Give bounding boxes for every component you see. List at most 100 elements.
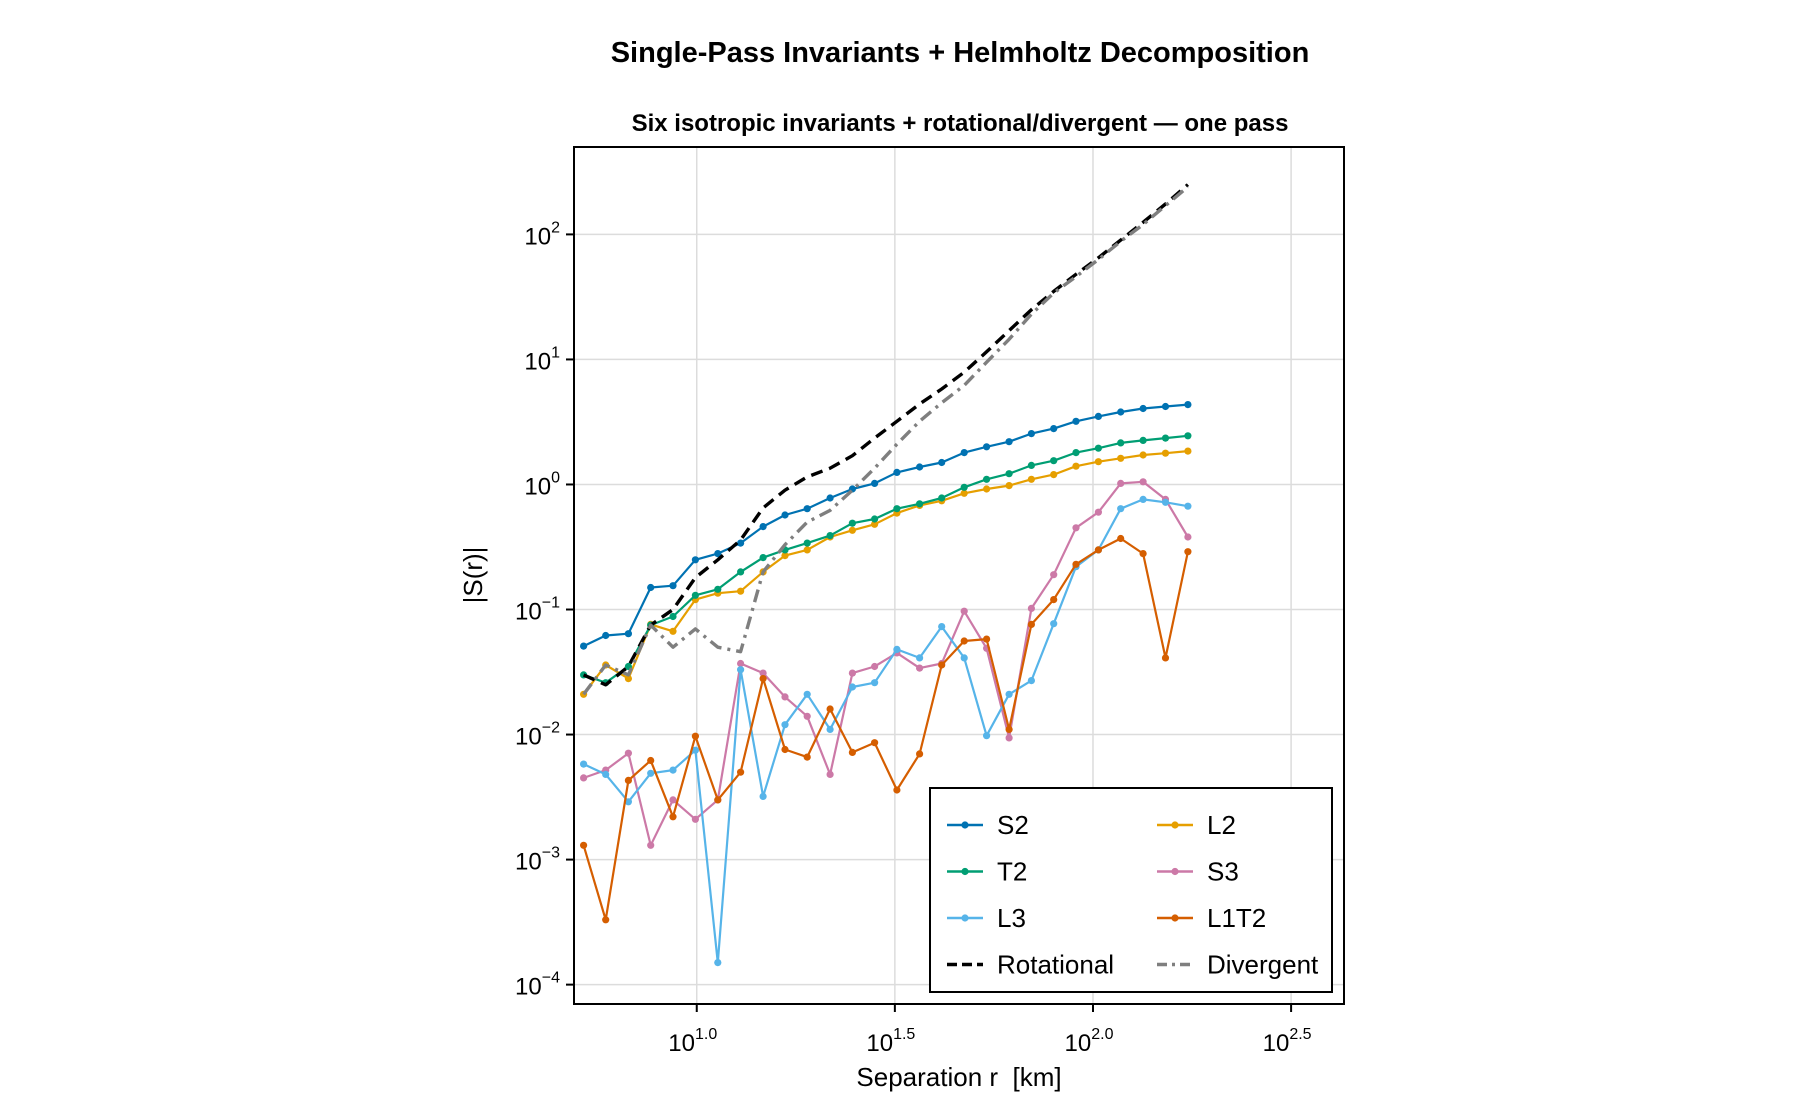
data-point-l3	[871, 679, 879, 687]
data-point-s3	[624, 749, 633, 757]
data-point-t2	[714, 585, 722, 593]
y-tick-label: 10−4	[515, 970, 560, 1001]
data-point-s2	[1072, 417, 1080, 425]
x-tick-label: 101.0	[668, 1026, 717, 1057]
data-point-l2	[848, 526, 857, 534]
y-tick-label: 102	[524, 219, 560, 250]
series-line-l2	[582, 450, 1189, 695]
data-point-l1t2	[803, 753, 811, 761]
data-point-s3	[580, 774, 588, 782]
series-s2	[580, 401, 1192, 650]
data-point-l1t2	[1027, 620, 1035, 629]
data-point-l2	[1094, 458, 1102, 466]
data-point-t2	[938, 494, 946, 502]
data-point-s2	[1161, 402, 1170, 411]
data-point-l3	[1050, 620, 1058, 628]
data-point-t2	[1005, 470, 1013, 478]
data-point-s3	[1050, 571, 1058, 579]
data-point-l3	[737, 666, 745, 674]
data-point-l2	[1072, 462, 1080, 470]
data-point-l2	[1005, 482, 1013, 490]
data-point-s2	[916, 463, 924, 471]
data-point-s3	[960, 607, 968, 615]
data-point-s3	[1005, 734, 1013, 742]
data-point-l3	[647, 769, 655, 777]
data-point-l1t2	[602, 916, 610, 924]
data-point-l1t2	[737, 768, 745, 776]
data-point-l2	[960, 489, 968, 497]
data-point-l2	[1027, 475, 1035, 483]
data-point-l1t2	[1005, 725, 1013, 734]
legend-marker-t2	[961, 867, 969, 876]
legend-label-s2: S2	[997, 810, 1029, 840]
data-point-l3	[1117, 505, 1125, 513]
legend-marker-l1t2	[1171, 914, 1179, 922]
legend-marker-s2	[961, 821, 969, 829]
y-tick-label: 10−1	[515, 595, 560, 626]
data-point-s3	[803, 712, 811, 720]
data-point-l3	[714, 959, 722, 967]
data-point-l3	[1161, 498, 1170, 506]
data-point-l3	[916, 654, 924, 662]
data-point-l1t2	[1072, 560, 1080, 568]
data-point-l2	[624, 675, 633, 683]
legend-item-l3: L3	[947, 903, 1026, 933]
data-point-l1t2	[848, 748, 857, 757]
data-point-l1t2	[826, 705, 834, 713]
data-point-s3	[916, 664, 924, 672]
data-point-t2	[1117, 439, 1125, 447]
data-point-l2	[669, 627, 677, 635]
data-point-s2	[960, 449, 968, 457]
data-point-s2	[691, 556, 700, 564]
data-point-s2	[983, 443, 991, 451]
series-layer	[580, 183, 1192, 967]
plot-area-frame	[573, 146, 1345, 1005]
data-point-l1t2	[691, 732, 700, 740]
data-point-s2	[759, 523, 767, 531]
legend-label-l1t2: L1T2	[1207, 903, 1266, 933]
data-point-t2	[1094, 444, 1102, 452]
data-point-s2	[1005, 438, 1013, 446]
legend-item-s2: S2	[947, 810, 1029, 840]
data-point-t2	[1161, 434, 1170, 442]
data-point-t2	[803, 539, 811, 547]
data-point-s3	[1184, 533, 1192, 541]
data-point-s2	[624, 630, 633, 638]
data-point-t2	[871, 515, 879, 523]
legend-label-rotational: Rotational	[997, 950, 1114, 980]
y-tick-label: 10−3	[515, 845, 560, 876]
data-point-l3	[624, 798, 633, 806]
data-point-s2	[1117, 408, 1125, 416]
data-point-l3	[1005, 690, 1013, 698]
data-point-l2	[1050, 471, 1058, 479]
data-point-s2	[1184, 401, 1192, 409]
series-s3	[580, 478, 1192, 849]
data-point-t2	[1184, 432, 1192, 440]
data-point-t2	[669, 612, 677, 621]
data-point-l1t2	[871, 739, 879, 747]
data-point-t2	[1139, 436, 1147, 444]
data-point-s3	[1139, 478, 1147, 486]
legend-item-l1t2: L1T2	[1157, 903, 1266, 933]
data-point-s3	[669, 796, 677, 804]
series-l1t2	[580, 534, 1192, 924]
data-point-l1t2	[1184, 548, 1192, 556]
data-point-l1t2	[647, 756, 655, 765]
data-point-l1t2	[938, 661, 946, 669]
data-point-l2	[781, 552, 789, 560]
x-tick-label: 102.5	[1263, 1026, 1312, 1057]
data-point-t2	[916, 500, 924, 508]
data-point-s2	[826, 494, 834, 502]
data-point-l1t2	[983, 635, 991, 643]
y-tick-label: 101	[524, 344, 560, 375]
data-point-s2	[737, 539, 745, 547]
data-point-s3	[1094, 508, 1102, 516]
data-point-s2	[781, 511, 789, 519]
data-point-t2	[759, 554, 767, 562]
data-point-s2	[1139, 404, 1147, 413]
legend-marker-s3	[1171, 867, 1179, 876]
data-point-l1t2	[916, 750, 924, 758]
data-point-s3	[1072, 524, 1080, 532]
series-line-s3	[583, 480, 1189, 847]
